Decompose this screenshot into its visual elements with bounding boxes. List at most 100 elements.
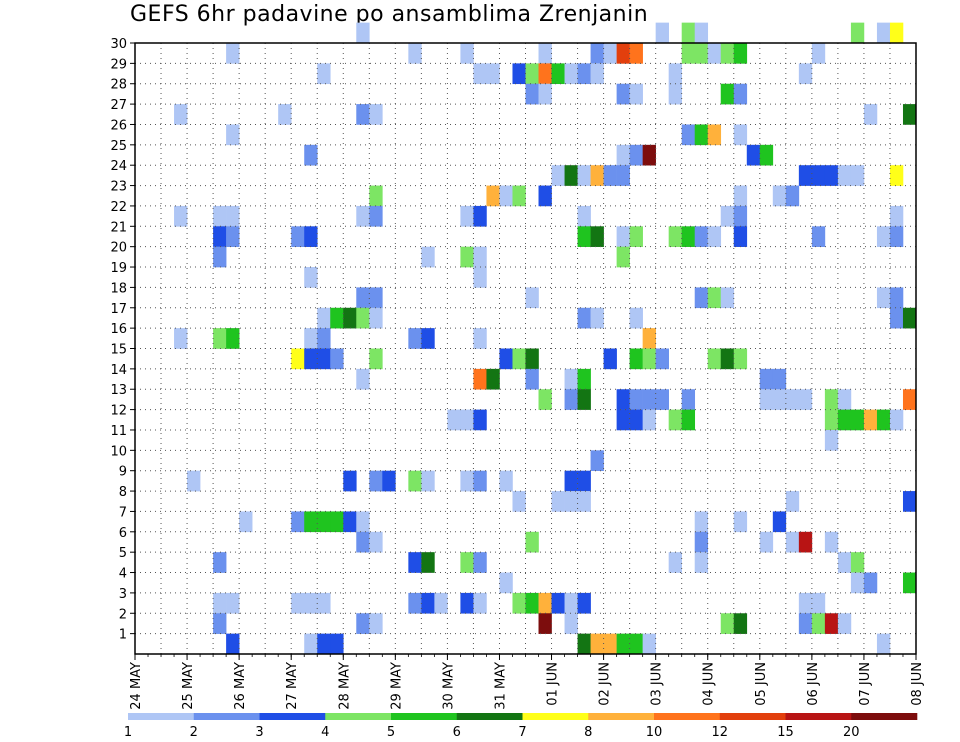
- heatmap-cell: [278, 104, 292, 125]
- heatmap-cell: [681, 22, 696, 44]
- colorbar-label: 8: [584, 725, 592, 740]
- heatmap-cell: [616, 43, 630, 64]
- heatmap-cell: [759, 389, 774, 410]
- heatmap-cell: [616, 226, 630, 247]
- heatmap-cell: [603, 165, 617, 186]
- heatmap-cell: [408, 552, 422, 573]
- heatmap-cell: [473, 552, 487, 573]
- heatmap-cell: [577, 389, 591, 410]
- heatmap-cell: [616, 165, 630, 186]
- y-tick-label: 4: [119, 567, 127, 582]
- heatmap-cell: [447, 409, 461, 431]
- heatmap-cell: [304, 328, 318, 349]
- colorbar-label: 12: [711, 725, 728, 740]
- heatmap-cell: [785, 389, 800, 410]
- heatmap-cell: [421, 328, 435, 349]
- chart-title: GEFS 6hr padavine po ansamblima Zrenjani…: [130, 2, 649, 27]
- y-tick-label: 18: [110, 281, 127, 296]
- heatmap-cell: [629, 144, 643, 166]
- heatmap-cell: [317, 328, 331, 349]
- colorbar-label: 15: [777, 725, 794, 740]
- heatmap-cell: [785, 531, 800, 553]
- heatmap-cell: [499, 348, 513, 370]
- heatmap-cell: [304, 267, 318, 288]
- heatmap-cell: [772, 389, 787, 410]
- heatmap-cell: [746, 144, 761, 166]
- heatmap-cell: [629, 348, 643, 370]
- heatmap-cell: [837, 165, 852, 186]
- heatmap-cell: [356, 531, 370, 553]
- heatmap-cell: [720, 205, 735, 227]
- colorbar-swatch: [588, 713, 655, 720]
- heatmap-cell: [629, 409, 643, 431]
- y-tick-label: 12: [110, 404, 127, 419]
- heatmap-cell: [681, 409, 696, 431]
- heatmap-cell: [343, 511, 357, 533]
- heatmap-cell: [304, 226, 318, 247]
- heatmap-cell: [811, 226, 826, 247]
- heatmap-cell: [473, 205, 487, 227]
- heatmap-cell: [889, 226, 904, 247]
- heatmap-cell: [369, 205, 383, 227]
- colorbar-swatch: [193, 713, 260, 720]
- heatmap-cell: [408, 592, 422, 614]
- heatmap-cell: [798, 613, 813, 634]
- heatmap-cell: [824, 165, 839, 186]
- heatmap-cell: [174, 328, 188, 349]
- heatmap-cell: [837, 409, 852, 431]
- heatmap-cell: [317, 592, 331, 614]
- heatmap-cell: [577, 226, 591, 247]
- heatmap-cell: [304, 633, 318, 655]
- y-tick-label: 7: [119, 505, 127, 520]
- heatmap-cell: [473, 470, 487, 492]
- heatmap-cell: [213, 328, 227, 349]
- heatmap-cell: [317, 307, 331, 329]
- heatmap-cell: [213, 552, 227, 573]
- heatmap-cell: [759, 144, 774, 166]
- heatmap-cell: [590, 165, 604, 186]
- heatmap-cell: [837, 389, 852, 410]
- heatmap-cell: [655, 389, 669, 410]
- heatmap-cell: [889, 205, 904, 227]
- y-tick-label: 8: [119, 485, 127, 500]
- x-tick-label: 26 MAY: [233, 662, 248, 710]
- x-tick-label: 29 MAY: [389, 662, 404, 710]
- heatmap-cell: [785, 491, 800, 512]
- heatmap-cell: [707, 124, 722, 146]
- heatmap-cell: [798, 165, 813, 186]
- heatmap-cell: [824, 429, 839, 451]
- colorbar-swatch: [456, 713, 523, 720]
- grid-lines: [134, 42, 917, 654]
- colorbar-label: 7: [518, 725, 526, 740]
- heatmap-cell: [421, 552, 435, 573]
- heatmap-cell: [369, 348, 383, 370]
- heatmap-cell: [486, 368, 500, 390]
- heatmap-cell: [590, 633, 604, 655]
- heatmap-cell: [733, 226, 748, 247]
- heatmap-cell: [837, 613, 852, 634]
- colorbar-label: 10: [646, 725, 663, 740]
- heatmap-cell: [629, 226, 643, 247]
- heatmap-cell: [356, 613, 370, 634]
- heatmap-cell: [421, 470, 435, 492]
- colorbar-label: 5: [387, 725, 395, 740]
- heatmap-cell: [226, 43, 240, 64]
- heatmap-cell: [850, 572, 865, 594]
- heatmap-cell: [577, 165, 591, 186]
- heatmap-cell: [902, 307, 917, 329]
- heatmap-cell: [356, 104, 370, 125]
- heatmap-cell: [694, 287, 709, 309]
- heatmap-cell: [616, 83, 630, 105]
- heatmap-cell: [343, 470, 357, 492]
- colorbar-swatch: [785, 713, 852, 720]
- heatmap-cell: [421, 246, 435, 268]
- colorbar-label: 20: [843, 725, 860, 740]
- y-tick-label: 29: [110, 57, 127, 72]
- x-axis: 24 MAY 25 MAY 26 MAY 27 MAY 28 MAY 29 MAY 30 M…: [129, 654, 925, 710]
- heatmap-cell: [369, 470, 383, 492]
- heatmap-cell: [772, 185, 787, 207]
- heatmap-cell: [850, 552, 865, 573]
- heatmap-cell: [369, 531, 383, 553]
- heatmap-cell: [798, 389, 813, 410]
- y-tick-label: 1: [119, 628, 127, 643]
